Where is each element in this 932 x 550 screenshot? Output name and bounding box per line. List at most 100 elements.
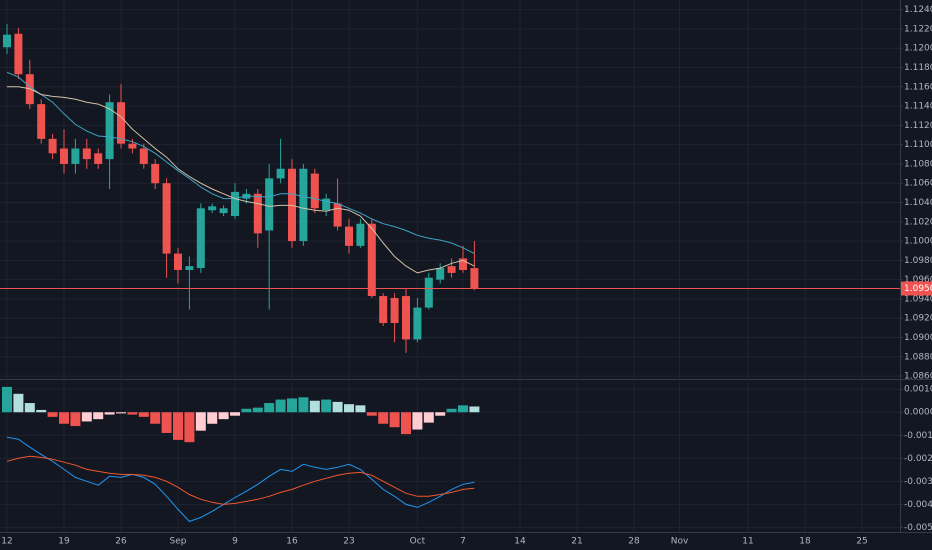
candle-body — [447, 266, 456, 273]
candle-body — [390, 297, 399, 324]
y-tick-label: 1.12400 — [904, 5, 932, 15]
x-tick-label: 28 — [628, 537, 640, 547]
x-tick-label: Oct — [410, 537, 426, 547]
histogram-bar — [355, 405, 366, 413]
candle-body — [117, 102, 125, 144]
histogram-bar — [366, 412, 377, 416]
candle-body — [60, 148, 68, 164]
y-tick-label: 1.08600 — [904, 372, 932, 382]
y-tick-label: 0.00000 — [904, 408, 932, 418]
candle-body — [345, 226, 353, 246]
x-tick-label: 21 — [571, 537, 582, 547]
y-tick-label: 1.10200 — [904, 217, 932, 227]
candle-body — [71, 148, 80, 164]
candle-body — [151, 163, 160, 184]
x-tick-label: 16 — [286, 537, 298, 547]
candle-body — [436, 268, 445, 280]
candle-body — [265, 178, 274, 231]
histogram-bar — [412, 412, 423, 430]
candle-body — [367, 223, 376, 297]
candle-body — [139, 148, 148, 164]
candle-body — [162, 183, 171, 254]
candle-body — [3, 34, 11, 48]
histogram-bar — [59, 412, 69, 424]
histogram-bar — [127, 412, 138, 415]
candle-body — [105, 102, 114, 160]
x-tick-label: 11 — [742, 537, 753, 547]
x-tick-label: 23 — [343, 537, 354, 547]
y-tick-label: 1.08800 — [904, 352, 932, 362]
histogram-bar — [218, 412, 229, 420]
y-tick-label: 1.09800 — [904, 256, 932, 266]
candle-body — [402, 296, 410, 340]
y-tick-label: -0.00300 — [904, 477, 932, 487]
candle-body — [299, 168, 308, 242]
candle-body — [276, 168, 285, 179]
candle-body — [253, 193, 262, 234]
histogram-bar — [116, 412, 126, 414]
x-tick-label: 26 — [115, 537, 127, 547]
candle-body — [37, 104, 46, 139]
y-tick-label: 0.00100 — [904, 385, 932, 395]
y-tick-label: 1.09400 — [904, 294, 932, 304]
candle-body — [231, 191, 239, 216]
histogram-bar — [161, 412, 172, 433]
y-tick-label: 1.09000 — [904, 333, 932, 343]
histogram-bar — [446, 408, 457, 413]
histogram-bar — [435, 412, 446, 416]
histogram-bar — [321, 399, 332, 413]
histogram-bar — [70, 412, 81, 427]
candle-body — [48, 138, 57, 154]
histogram-bar — [458, 405, 468, 413]
histogram-bar — [81, 412, 92, 422]
histogram-bar — [275, 399, 286, 413]
price-tag — [901, 281, 932, 296]
histogram-bar — [252, 407, 263, 413]
histogram-bar — [378, 412, 389, 424]
histogram-bar — [24, 403, 35, 413]
x-tick-label: 19 — [58, 537, 70, 547]
candle-body — [82, 148, 91, 160]
histogram-bar — [150, 412, 161, 424]
candle-body — [128, 143, 137, 149]
x-tick-label: Nov — [671, 537, 689, 547]
y-tick-label: 1.11800 — [904, 63, 932, 73]
candle-body — [219, 208, 228, 214]
histogram-bar — [173, 412, 183, 440]
histogram-bar — [230, 412, 240, 416]
candle-body — [174, 253, 182, 270]
indicator-line — [7, 86, 475, 274]
y-tick-label: 1.10400 — [904, 198, 932, 208]
x-tick-label: 7 — [460, 537, 466, 547]
y-tick-label: 1.09600 — [904, 275, 932, 285]
indicator-line — [6, 436, 475, 522]
y-tick-label: -0.00100 — [904, 431, 932, 441]
y-tick-label: -0.00500 — [904, 523, 932, 533]
histogram-bar — [13, 393, 24, 413]
candle-body — [379, 296, 388, 324]
histogram-bar — [184, 412, 195, 443]
x-tick-label: 12 — [1, 537, 12, 547]
y-tick-label: 1.09200 — [904, 314, 932, 324]
candle-body — [310, 173, 319, 209]
candle-body — [333, 203, 342, 227]
candle-body — [196, 208, 205, 269]
histogram-bar — [93, 412, 104, 420]
candle-body — [459, 258, 467, 270]
y-tick-label: 1.10000 — [904, 237, 932, 247]
x-tick-label: 14 — [514, 537, 526, 547]
histogram-bar — [298, 397, 309, 413]
indicator-line — [6, 455, 475, 505]
histogram-bar — [207, 412, 218, 424]
y-tick-label: 1.10800 — [904, 159, 932, 169]
x-tick-label: Sep — [170, 537, 187, 547]
candle-body — [185, 266, 194, 270]
histogram-bar — [47, 412, 58, 417]
histogram-bar — [389, 412, 400, 428]
histogram-bar — [401, 412, 411, 435]
histogram-bar — [423, 412, 434, 423]
histogram-bar — [264, 403, 275, 413]
candle-body — [322, 198, 331, 211]
histogram-bar — [309, 400, 320, 413]
